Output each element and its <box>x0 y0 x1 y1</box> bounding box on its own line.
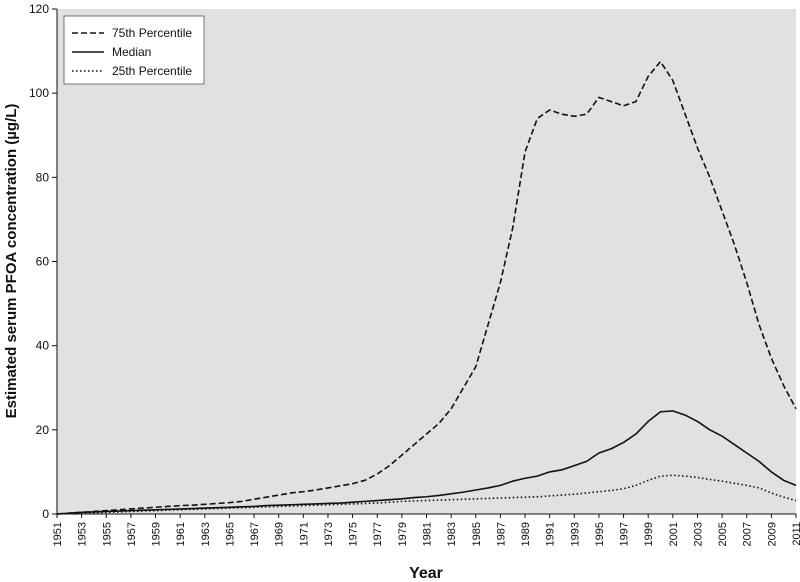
x-tick-label: 1957 <box>126 522 138 546</box>
x-tick-label: 1989 <box>520 522 532 546</box>
series-layer <box>56 60 797 515</box>
x-tick-label: 1955 <box>101 522 113 546</box>
legend: 75th Percentile Median 25th Percentile <box>63 15 205 85</box>
x-tick-label: 1983 <box>446 522 458 546</box>
legend-label-2: Median <box>112 45 151 59</box>
x-tick-label: 1975 <box>348 522 360 546</box>
y-axis-title: Estimated serum PFOA concentration (µg/L… <box>3 104 20 419</box>
x-tick-label: 1969 <box>274 522 286 546</box>
legend-label-3: 25th Percentile <box>112 64 192 78</box>
x-tick-label: 1973 <box>323 522 335 546</box>
x-tick-label: 1971 <box>298 522 310 546</box>
x-tick-label: 1961 <box>175 522 187 546</box>
x-tick-label: 1985 <box>471 522 483 546</box>
legend-label-1: 75th Percentile <box>112 26 192 40</box>
x-tick-label: 1991 <box>545 522 557 546</box>
y-tick-label: 60 <box>36 255 50 269</box>
y-tick-label: 40 <box>36 339 50 353</box>
x-tick-label: 2007 <box>742 522 754 546</box>
x-tick-label: 1959 <box>151 522 163 546</box>
x-tick-label: 1951 <box>52 522 64 546</box>
x-tick-label: 1981 <box>422 522 434 546</box>
x-tick-label: 1953 <box>77 522 89 546</box>
x-tick-label: 1963 <box>200 522 212 546</box>
x-tick-label: 1979 <box>397 522 409 546</box>
y-tick-label: 0 <box>42 507 49 521</box>
x-axis-title: Year <box>409 565 443 582</box>
x-tick-label: 1977 <box>372 522 384 546</box>
x-tick-label: 1987 <box>495 522 507 546</box>
x-tick-label: 1965 <box>224 522 236 546</box>
x-tick-label: 1997 <box>619 522 631 546</box>
x-tick-label: 2011 <box>791 522 800 546</box>
y-tick-label: 20 <box>36 423 50 437</box>
y-tick-label: 120 <box>29 2 49 16</box>
x-tick-label: 1995 <box>594 522 606 546</box>
series-line-2 <box>56 410 797 515</box>
x-tick-label: 1999 <box>643 522 655 546</box>
plot-area <box>57 9 796 514</box>
x-tick-label: 1993 <box>569 522 581 546</box>
x-tick-label: 2009 <box>766 522 778 546</box>
axes-layer: 0 20 40 60 80 100 120 1951 1953 1955 1957 1959 1961 1… <box>29 2 800 546</box>
y-tick-label: 80 <box>36 170 50 184</box>
x-tick-label: 2003 <box>692 522 704 546</box>
legend-box <box>63 15 205 85</box>
y-tick-label: 100 <box>29 86 49 100</box>
x-tick-label: 2005 <box>717 522 729 546</box>
x-tick-label: 2001 <box>668 522 680 546</box>
series-line-1 <box>56 60 797 515</box>
x-tick-label: 1967 <box>249 522 261 546</box>
